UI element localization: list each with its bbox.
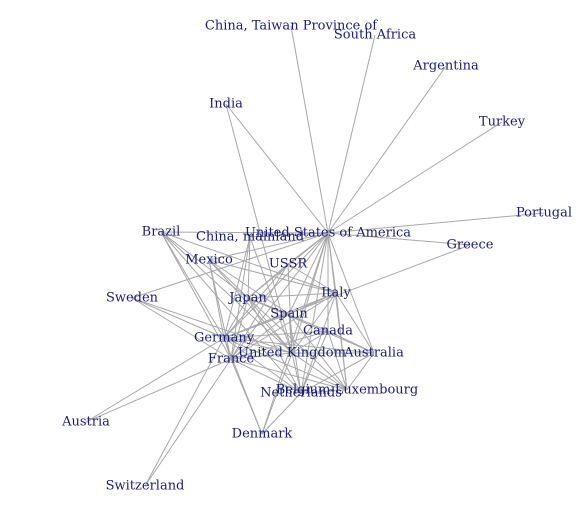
edge-japan-belgium — [247, 297, 348, 391]
edge-usa-southafrica — [327, 34, 376, 234]
edge-germany-austria — [85, 337, 225, 423]
edge-spain-france — [230, 313, 290, 360]
node-label-netherlands: Netherlands — [260, 386, 342, 401]
edge-uk-belgium — [291, 352, 348, 391]
edge-ussr-japan — [247, 263, 289, 299]
edge-usa-taiwan — [290, 25, 329, 234]
node-label-spain: Spain — [270, 307, 308, 322]
edge-japan-netherlands — [247, 297, 302, 394]
edge-sweden-germany — [131, 297, 225, 339]
edge-france-switzerland — [144, 358, 232, 487]
edge-canada-uk — [291, 330, 329, 354]
node-label-france: France — [208, 352, 255, 367]
edge-brazil-uk — [160, 231, 293, 354]
edge-usa-australia — [327, 232, 375, 354]
edge-belgium-netherlands — [300, 389, 348, 394]
node-label-italy: Italy — [321, 286, 351, 301]
node-label-portugal: Portugal — [516, 206, 572, 221]
edge-germany-australia — [223, 337, 375, 354]
node-label-germany: Germany — [194, 331, 255, 346]
edge-usa-netherlands — [300, 232, 329, 394]
edge-mexico-italy — [208, 259, 337, 294]
edge-spain-belgium — [288, 313, 348, 391]
edge-usa-turkey — [327, 121, 503, 234]
edge-mexico-uk — [208, 259, 293, 354]
edge-netherlands-denmark — [261, 392, 302, 435]
node-label-denmark: Denmark — [232, 427, 293, 442]
edge-italy-australia — [335, 292, 375, 354]
edge-japan-italy — [247, 292, 337, 299]
edge-usa-india — [225, 103, 329, 234]
node-label-usa: United States of America — [245, 226, 411, 241]
edge-france-austria — [85, 358, 232, 423]
node-label-brazil: Brazil — [142, 225, 181, 240]
edge-germany-uk — [223, 337, 293, 354]
edge-italy-belgium — [335, 292, 348, 391]
node-label-turkey: Turkey — [479, 115, 526, 130]
node-label-belgium: Belgium-Luxembourg — [276, 383, 418, 398]
node-label-southafrica: South Africa — [334, 28, 416, 43]
node-label-layer: United States of America China, Taiwan Pr… — [61, 19, 572, 494]
edge-mexico-spain — [208, 259, 290, 315]
node-label-taiwan: China, Taiwan Province of — [205, 19, 378, 34]
edge-usa-chinamain — [249, 232, 329, 238]
edge-spain-germany — [223, 313, 290, 339]
node-label-australia: Australia — [343, 346, 404, 361]
edge-canada-belgium — [327, 330, 348, 391]
edge-germany-belgium — [223, 337, 348, 391]
edge-japan-germany — [223, 297, 249, 339]
node-label-mexico: Mexico — [185, 253, 233, 268]
edge-usa-spain — [288, 232, 329, 315]
edge-canada-germany — [223, 330, 329, 339]
node-label-ussr: USSR — [269, 257, 309, 272]
edge-mexico-france — [208, 259, 232, 360]
node-label-india: India — [209, 97, 243, 112]
edge-uk-france — [230, 352, 293, 360]
edge-sweden-france — [131, 297, 232, 360]
edge-france-denmark — [230, 358, 263, 435]
edge-ussr-france — [230, 263, 289, 360]
edge-usa-portugal — [327, 212, 545, 234]
edge-mexico-japan — [208, 259, 249, 299]
edge-usa-brazil — [160, 231, 329, 234]
node-label-switzerland: Switzerland — [106, 479, 185, 494]
edge-ussr-italy — [287, 263, 337, 294]
node-label-greece: Greece — [447, 238, 494, 253]
edge-uk-netherlands — [291, 352, 302, 394]
node-label-canada: Canada — [303, 324, 353, 339]
edge-germany-netherlands — [223, 337, 302, 394]
edge-australia-belgium — [346, 352, 375, 391]
edge-germany-switzerland — [144, 337, 225, 487]
edge-brazil-italy — [160, 231, 337, 294]
edge-usa-argentina — [327, 65, 447, 234]
edge-brazil-france — [160, 231, 232, 360]
edge-layer — [85, 25, 545, 487]
edge-australia-netherlands — [300, 352, 375, 394]
edge-brazil-germany — [160, 231, 225, 339]
edge-japan-france — [230, 297, 249, 360]
node-label-japan: Japan — [227, 291, 267, 306]
edge-canada-netherlands — [300, 330, 329, 394]
edge-chinamain-japan — [247, 236, 251, 299]
edge-france-belgium — [230, 358, 348, 391]
edge-sweden-uk — [131, 297, 293, 354]
edge-canada-australia — [327, 330, 375, 354]
edge-italy-uk — [291, 292, 337, 354]
node-label-uk: United Kingdom — [238, 346, 346, 361]
edge-italy-netherlands — [300, 292, 337, 394]
edge-italy-germany — [223, 292, 337, 339]
node-label-austria: Austria — [61, 415, 110, 430]
edge-italy-spain — [288, 292, 337, 315]
edge-france-netherlands — [230, 358, 302, 394]
node-label-argentina: Argentina — [412, 59, 479, 74]
edge-japan-spain — [247, 297, 290, 315]
edge-usa-greece — [327, 232, 471, 246]
edge-uk-denmark — [261, 352, 293, 435]
node-label-sweden: Sweden — [106, 291, 159, 306]
node-label-chinamain: China, mainland — [196, 230, 304, 245]
